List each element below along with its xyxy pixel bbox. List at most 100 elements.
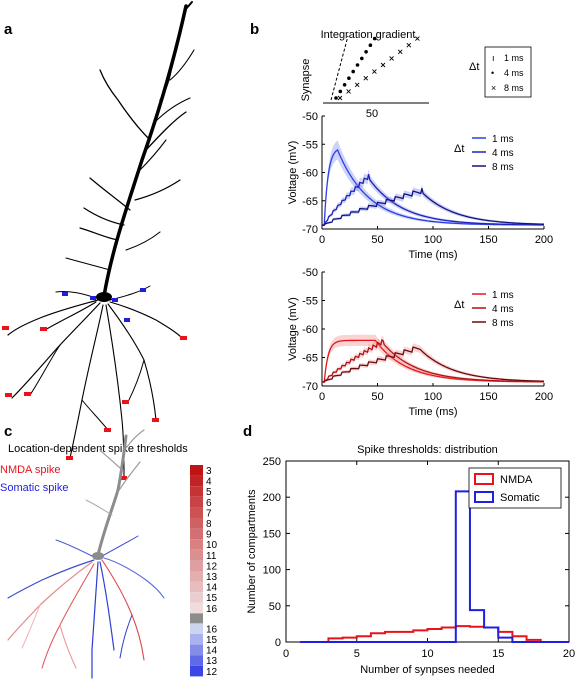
x-tick-label: 15 (492, 648, 504, 660)
raster-8ms-cross (363, 75, 369, 81)
y-tick-label: -65 (302, 196, 318, 208)
inset-legend-marker-2: • (491, 68, 494, 78)
legend-label: 1 ms (492, 290, 514, 301)
colorbar-cell-nmda (190, 602, 203, 614)
inset-legend-label-2: 4 ms (504, 68, 524, 78)
x-axis-label: Time (ms) (408, 249, 457, 261)
raster-4ms-dot (364, 50, 368, 54)
threshold-histogram: Spike thresholds: distribution 0 50 100 150 2… (246, 444, 575, 676)
inset-legend-marker-3: × (491, 83, 496, 93)
colorbar-label: 12 (206, 561, 218, 572)
x-tick-label: 5 (354, 648, 360, 660)
legend-label: NMDA (500, 474, 533, 486)
y-tick-label: 100 (263, 565, 281, 577)
x-tick-label: 0 (319, 391, 325, 403)
x-tick-label: 150 (479, 391, 497, 403)
y-tick-label: 200 (263, 492, 281, 504)
y-tick-label: -55 (302, 296, 318, 308)
series-band (322, 334, 544, 383)
colorbar-gap (190, 613, 203, 624)
colorbar-label: 3 (206, 466, 212, 477)
legend-title: Δt (454, 143, 464, 155)
raster-4ms-dot (342, 83, 347, 87)
colorbar-cell-nmda (190, 528, 203, 540)
inset-delta-t: Δt (469, 61, 479, 73)
colorbar-cell-nmda (190, 549, 203, 561)
nmda-spike-label: NMDA spike (0, 464, 61, 476)
colorbar-cell-nmda (190, 465, 203, 476)
histogram-somatic (300, 490, 569, 643)
x-tick-label: 0 (319, 234, 325, 246)
series-line-8ms (322, 188, 545, 226)
chart-title: Spike thresholds: distribution (357, 444, 498, 456)
inset-markers (330, 35, 420, 101)
colorbar-label: 8 (206, 519, 212, 530)
colorbar-cell-nmda (190, 486, 203, 497)
neuron-morphology (7, 1, 195, 479)
colorbar-cell-nmda (190, 592, 203, 603)
somatic-spike-label: Somatic spike (0, 482, 68, 494)
colorbar-label: 6 (206, 498, 212, 509)
colorbar-label: 5 (206, 487, 212, 498)
synapse-markers (2, 288, 187, 480)
raster-4ms-dot (347, 76, 351, 80)
colorbar-cell-somatic (190, 623, 203, 634)
legend-label: Somatic (500, 492, 540, 504)
y-tick-label: 50 (269, 601, 281, 613)
colorbar-cell-nmda (190, 539, 203, 550)
y-tick-label: 150 (263, 528, 281, 540)
raster-8ms-cross (354, 82, 360, 88)
colorbar-cell-nmda (190, 571, 203, 582)
raster-8ms-cross (337, 95, 343, 101)
raster-4ms-dot (360, 56, 364, 61)
colorbar-label: 9 (206, 530, 212, 541)
x-tick-label: 200 (535, 234, 553, 246)
colorbar-cell-nmda (190, 518, 203, 529)
y-tick-label: -60 (302, 168, 318, 180)
raster-4ms-dot (338, 89, 343, 94)
colorbar-label: 11 (206, 551, 217, 562)
y-axis-label: Number of compartments (246, 489, 258, 614)
y-tick-label: 0 (275, 637, 281, 649)
legend-title: Δt (454, 299, 464, 311)
colorbar-label: 4 (206, 477, 212, 488)
x-tick-label: 150 (479, 234, 497, 246)
raster-4ms-dot (368, 43, 373, 47)
raster-4ms-dot (351, 69, 356, 74)
colorbar-label: 14 (206, 583, 218, 594)
raster-4ms-dot (372, 36, 377, 41)
legend-swatch (474, 491, 494, 503)
inset-x-tick: 50 (366, 108, 378, 120)
panel-letter-d: d (243, 423, 252, 440)
colorbar-cell-nmda (190, 581, 203, 593)
y-axis-label: Voltage (mV) (287, 297, 299, 361)
colorbar-cell-somatic (190, 634, 203, 645)
series-line-8ms (322, 346, 545, 383)
colorbar-label: 13 (206, 572, 218, 583)
raster-8ms-cross (406, 42, 412, 48)
x-tick-label: 10 (421, 648, 433, 660)
x-tick-label: 20 (563, 648, 575, 660)
y-tick-label: -70 (302, 381, 318, 393)
colorbar-label: 7 (206, 508, 212, 519)
raster-4ms-dot (334, 96, 338, 100)
legend-label: 1 ms (492, 134, 514, 145)
colorbar-label: 15 (206, 635, 218, 646)
raster-8ms-cross (380, 62, 386, 68)
panel-letter-c: c (4, 423, 12, 440)
colorbar-label: 14 (206, 646, 218, 657)
legend-label: 8 ms (492, 162, 514, 173)
raster-8ms-cross (397, 49, 403, 55)
legend-swatch (474, 473, 494, 485)
y-tick-label: -50 (302, 111, 318, 123)
x-tick-label: 100 (424, 391, 442, 403)
raster-8ms-cross (415, 36, 420, 41)
legend-label: 4 ms (492, 304, 514, 315)
series-line-4ms (322, 338, 545, 383)
colorbar-label: 13 (206, 656, 218, 667)
panel-c-title: Location-dependent spike thresholds (8, 443, 188, 455)
panel-letter-b: b (250, 21, 259, 38)
colorbar-cell-nmda (190, 475, 203, 487)
